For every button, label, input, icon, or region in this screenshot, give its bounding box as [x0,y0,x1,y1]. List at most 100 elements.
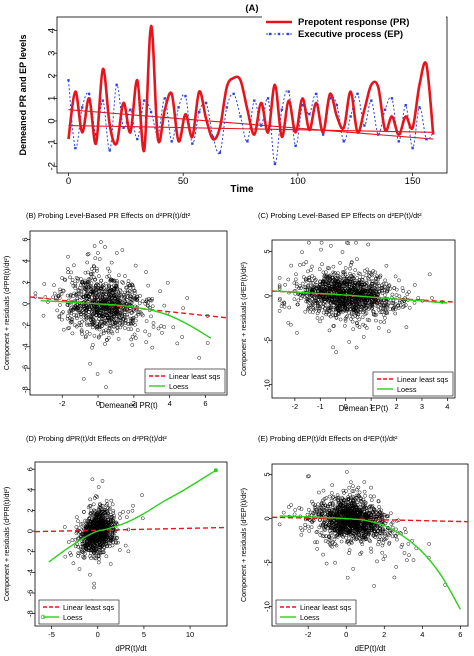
data-point [355,323,360,328]
data-point [61,327,66,332]
data-point [331,540,335,544]
ep-point [177,106,180,109]
data-point [85,307,89,311]
y-tick-label: 4 [26,488,35,492]
data-point [71,561,76,566]
data-point [84,303,88,308]
data-point [391,306,396,310]
data-point [118,516,122,520]
data-point [89,267,94,271]
data-point [374,299,379,304]
data-point [70,278,75,282]
data-point [341,488,346,493]
data-point [363,323,367,328]
data-point [120,320,125,325]
panel-B-xlabel: Demeaned PR(t) [99,401,158,410]
data-point [384,263,389,268]
data-point [289,263,294,268]
data-point [348,263,353,267]
data-point [80,521,85,526]
data-point [411,558,416,562]
data-point [327,295,332,300]
data-point [348,288,353,292]
data-point [122,310,127,314]
ep-point [108,149,111,152]
data-point [99,317,104,322]
data-point [69,309,74,313]
data-point [416,296,421,300]
data-point [277,276,282,280]
data-point [118,289,123,293]
data-point [317,309,321,313]
data-point [387,301,391,305]
y-tick-label: -2 [21,322,30,329]
ep-point [101,99,105,102]
data-point [360,284,365,289]
data-point [126,509,131,514]
data-point [91,526,96,530]
data-point [128,294,133,299]
data-point [329,305,334,310]
data-point [343,276,348,281]
ep-point [259,124,263,127]
data-point [363,493,368,498]
data-point [123,290,127,295]
data-point [402,551,407,555]
data-point [91,508,96,513]
data-point [185,296,190,300]
data-point [92,275,96,280]
data-point [79,295,84,300]
data-point [109,260,114,265]
data-point [77,320,82,325]
data-point [78,522,83,527]
data-point [83,531,88,536]
data-point [74,292,79,296]
data-point [328,299,333,303]
data-point [73,292,78,297]
data-point [101,550,106,555]
data-point [94,536,99,541]
data-point [395,537,399,542]
data-point [362,269,367,273]
ep-point [321,133,325,136]
data-point [97,334,101,339]
data-point [94,326,99,331]
data-point [343,301,348,306]
data-point [378,273,383,278]
data-point [294,272,298,277]
data-point [56,294,61,299]
data-point [375,304,380,309]
data-point [121,510,125,514]
data-point [350,319,355,324]
data-point [131,295,136,300]
data-point [89,547,94,551]
y-tick-label: 0 [263,294,272,298]
data-point [80,304,85,309]
data-point [85,252,90,257]
data-point [104,385,108,389]
data-point [86,294,91,299]
data-point [114,294,118,298]
point-cloud [277,470,448,588]
data-point [311,299,316,304]
data-point [107,284,111,289]
data-point [107,325,112,330]
data-point [327,328,332,333]
data-point [369,306,374,311]
data-point [100,285,105,289]
data-point [338,260,342,265]
ep-point [370,99,373,102]
data-point [121,306,126,311]
data-point [405,558,409,563]
point-cloud [277,240,445,354]
data-point [117,548,122,552]
data-point [131,503,135,508]
data-point [383,554,387,559]
ep-point [87,92,91,96]
data-point [427,272,432,277]
data-point [83,306,88,311]
data-point [67,316,72,321]
data-point [69,553,73,557]
y-tick-label: -4 [21,343,30,350]
